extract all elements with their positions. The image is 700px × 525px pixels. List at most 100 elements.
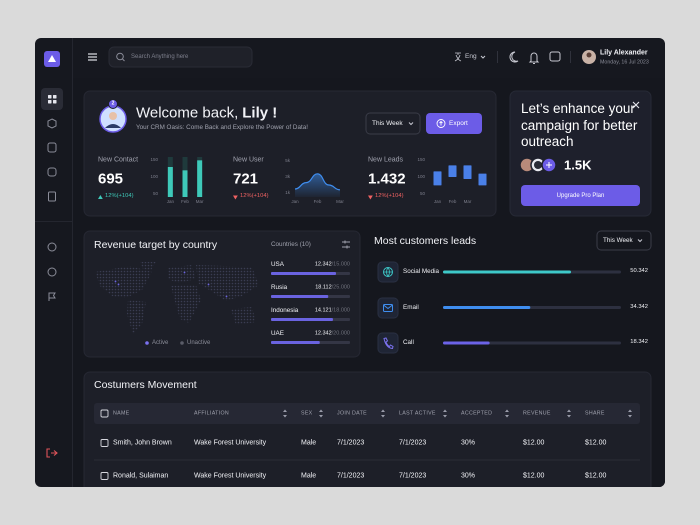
dropdown-chevron bbox=[408, 122, 414, 126]
search-box[interactable] bbox=[108, 46, 253, 68]
export-button[interactable] bbox=[426, 113, 482, 134]
active-dot bbox=[183, 271, 186, 274]
sort-icon[interactable] bbox=[443, 409, 447, 418]
bar bbox=[197, 160, 203, 197]
nav-info[interactable] bbox=[47, 267, 57, 277]
column-header[interactable]: SHARE bbox=[585, 409, 605, 416]
filter-icon[interactable] bbox=[342, 240, 350, 249]
table-cell: Male bbox=[301, 439, 317, 447]
nav-docs[interactable] bbox=[48, 191, 56, 202]
icon-part bbox=[48, 100, 52, 104]
continent bbox=[127, 300, 146, 334]
continent bbox=[168, 265, 196, 283]
progress-bar bbox=[271, 341, 320, 344]
table-cell: Smith, John Brown bbox=[113, 439, 172, 447]
search-icon bbox=[116, 52, 124, 61]
logout-icon[interactable] bbox=[46, 448, 58, 458]
y-tick-label: 100 bbox=[417, 173, 425, 179]
column-header[interactable]: NAME bbox=[113, 409, 130, 416]
sort-icon[interactable] bbox=[567, 409, 571, 418]
period-label[interactable]: This Week bbox=[372, 119, 403, 127]
sort-icon[interactable] bbox=[381, 409, 385, 418]
range-bar bbox=[433, 171, 442, 186]
progress-bar bbox=[271, 272, 337, 275]
nav-billing[interactable] bbox=[47, 142, 57, 153]
notification-icon[interactable] bbox=[528, 52, 540, 64]
checkbox[interactable] bbox=[100, 472, 109, 480]
table-cell: 7/1/2023 bbox=[399, 472, 427, 480]
lead-value: 18.342 bbox=[630, 339, 648, 346]
globe-lines bbox=[383, 267, 393, 278]
value: 18.112 bbox=[315, 284, 332, 291]
column-header[interactable]: JOIN DATE bbox=[337, 409, 367, 416]
checkbox[interactable] bbox=[100, 409, 109, 418]
nav-box[interactable] bbox=[47, 118, 57, 129]
sort-icon[interactable] bbox=[628, 409, 632, 418]
sort-icon[interactable] bbox=[505, 409, 509, 418]
x-tick-label: Feb bbox=[448, 198, 457, 204]
x-tick-label: Jan bbox=[291, 198, 299, 204]
language-chevron[interactable] bbox=[480, 55, 486, 59]
leads-period-dropdown[interactable] bbox=[596, 230, 652, 251]
promo-count: 1.5K bbox=[564, 157, 592, 173]
x-tick-label: Feb bbox=[313, 198, 322, 204]
message-icon[interactable] bbox=[549, 51, 561, 62]
revenue-title: Revenue target by country bbox=[94, 238, 218, 251]
world-map bbox=[95, 262, 259, 334]
email-icon bbox=[383, 304, 393, 312]
menu-icon[interactable] bbox=[88, 53, 97, 61]
nav-flag[interactable] bbox=[48, 292, 56, 301]
close-icon[interactable] bbox=[632, 101, 640, 109]
lead-bar bbox=[443, 270, 572, 274]
call-icon bbox=[383, 337, 394, 350]
language-icon[interactable] bbox=[454, 52, 462, 62]
y-tick-label: 50 bbox=[152, 190, 158, 196]
range-bar bbox=[448, 165, 457, 177]
upgrade-label[interactable]: Upgrade Pro Plan bbox=[556, 192, 605, 199]
nav-active[interactable] bbox=[41, 88, 63, 110]
period-dropdown[interactable] bbox=[365, 112, 421, 135]
badge-count: 2 bbox=[111, 100, 115, 107]
sort-icon[interactable] bbox=[319, 409, 323, 418]
column-header[interactable]: REVENUE bbox=[523, 409, 551, 416]
theme-icon[interactable] bbox=[509, 51, 519, 63]
column-header[interactable]: SEX bbox=[301, 409, 313, 416]
search-placeholder[interactable]: Search Anything here bbox=[131, 54, 189, 60]
table-cell: Male bbox=[301, 472, 317, 480]
lead-source: Social Media bbox=[403, 267, 440, 275]
upgrade-button[interactable] bbox=[521, 185, 640, 206]
x-tick-label: Feb bbox=[181, 198, 189, 204]
language-label[interactable]: Eng bbox=[465, 52, 477, 60]
y-tick-label: 1k bbox=[285, 189, 290, 195]
nav-social[interactable] bbox=[47, 167, 57, 177]
trend-arrow bbox=[368, 195, 373, 200]
column-header[interactable]: LAST ACTIVE bbox=[399, 409, 436, 416]
search-icon-handle bbox=[122, 58, 125, 62]
y-tick-label: 50 bbox=[419, 190, 425, 196]
line bbox=[294, 173, 341, 191]
leads-period[interactable]: This Week bbox=[603, 236, 633, 244]
active-dot bbox=[114, 280, 117, 283]
welcome-heading: Welcome back, Lily ! bbox=[136, 106, 277, 121]
table-cell: 30% bbox=[461, 472, 476, 480]
x-tick-label: Mar bbox=[463, 198, 472, 204]
stat-change: 12%(+104) bbox=[105, 193, 134, 200]
column-header[interactable]: AFFILIATION bbox=[194, 409, 229, 416]
plus-icon bbox=[546, 162, 552, 168]
column-header[interactable]: ACCEPTED bbox=[461, 409, 493, 416]
bar bbox=[182, 170, 188, 197]
dropdown-chevron bbox=[637, 239, 643, 243]
icon-part bbox=[53, 100, 57, 104]
nav-settings[interactable] bbox=[47, 242, 57, 252]
country-name: Rusia bbox=[271, 283, 288, 291]
active-regions bbox=[114, 271, 228, 298]
export-label[interactable]: Export bbox=[449, 119, 468, 127]
sort-icon[interactable] bbox=[283, 409, 287, 418]
welcome-subtitle: Your CRM Oasis: Come Back and Explore th… bbox=[136, 123, 308, 131]
trend-arrow bbox=[233, 195, 238, 200]
user-date: Monday, 16 Jul 2023 bbox=[600, 59, 649, 66]
checkbox[interactable] bbox=[100, 439, 109, 447]
active-dot bbox=[117, 283, 120, 286]
